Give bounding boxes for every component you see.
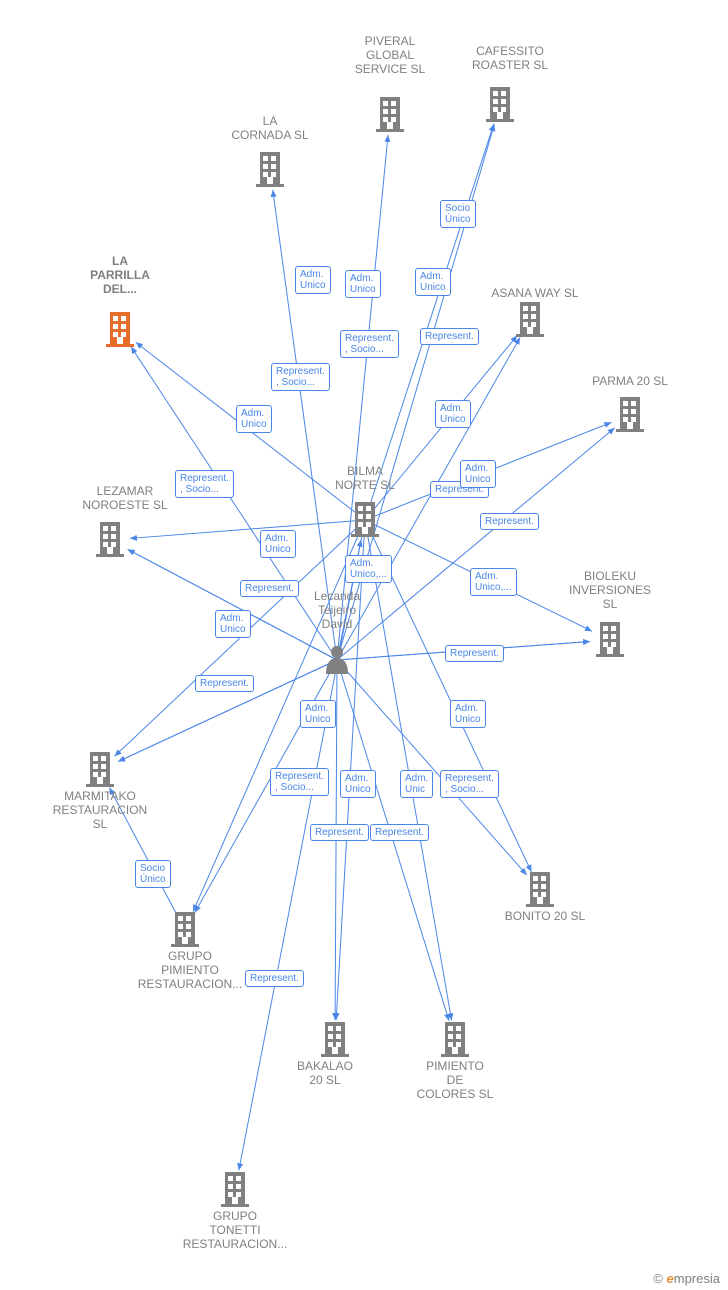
footer-copyright: © empresia (653, 1271, 720, 1286)
